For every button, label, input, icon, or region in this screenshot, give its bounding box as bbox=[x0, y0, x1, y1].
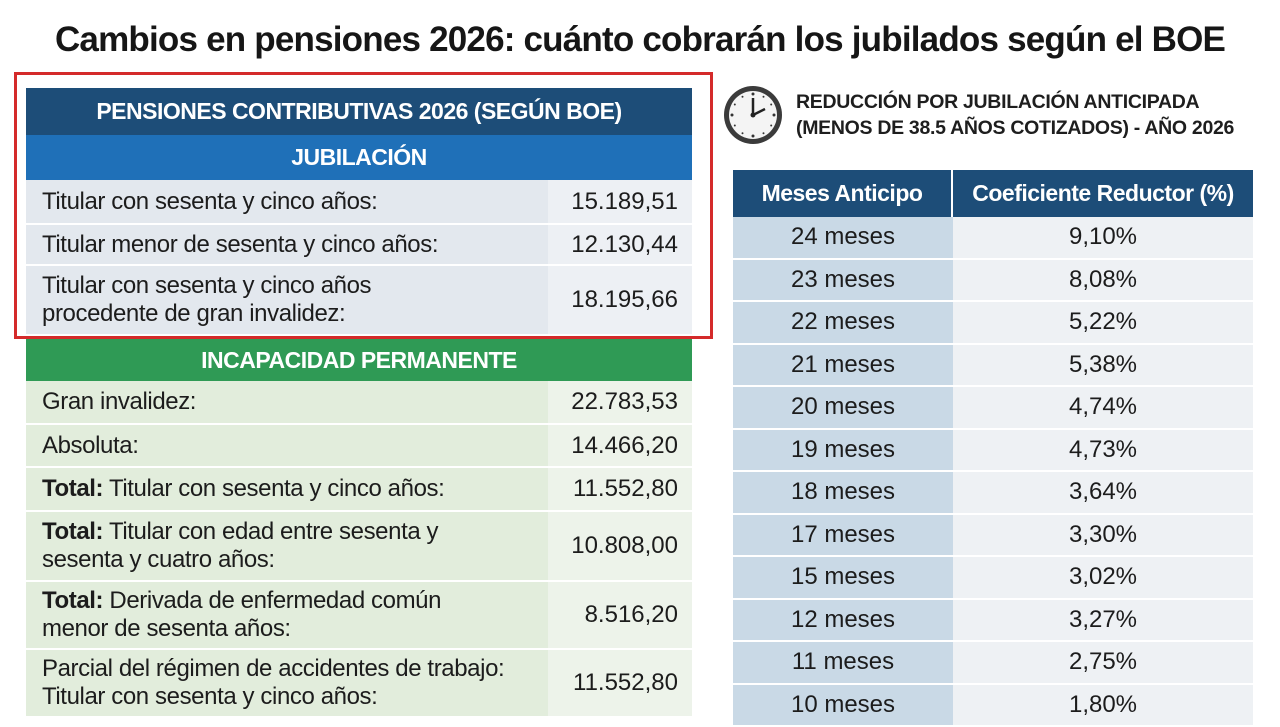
row-value: 22.783,53 bbox=[548, 381, 692, 423]
row-label-text: Titular con edad entre sesenta y bbox=[103, 518, 438, 545]
coeficiente-cell: 3,30% bbox=[953, 515, 1253, 556]
coeficiente-cell: 5,38% bbox=[953, 345, 1253, 386]
row-label: Gran invalidez: bbox=[26, 381, 548, 423]
row-value: 12.130,44 bbox=[548, 225, 692, 264]
coeficiente-cell: 3,64% bbox=[953, 472, 1253, 513]
meses-cell: 18 meses bbox=[733, 472, 953, 513]
table-row: Parcial del régimen de accidentes de tra… bbox=[26, 650, 692, 718]
coeficiente-cell: 9,10% bbox=[953, 217, 1253, 258]
row-label-bold: Total: bbox=[42, 475, 103, 502]
table-row: Titular con sesenta y cinco años: 15.189,… bbox=[26, 180, 692, 225]
meses-cell: 21 meses bbox=[733, 345, 953, 386]
coeficiente-cell: 8,08% bbox=[953, 260, 1253, 301]
row-value: 14.466,20 bbox=[548, 425, 692, 466]
page-title: Cambios en pensiones 2026: cuánto cobrar… bbox=[0, 20, 1280, 60]
row-value: 8.516,20 bbox=[548, 582, 692, 648]
meses-cell: 12 meses bbox=[733, 600, 953, 641]
row-label-text: Absoluta: bbox=[42, 432, 138, 459]
column-header: Meses Anticipo bbox=[733, 170, 953, 217]
row-label-text: Titular con sesenta y cinco años: bbox=[103, 475, 444, 502]
incapacidad-header: INCAPACIDAD PERMANENTE bbox=[26, 339, 692, 381]
row-label: Titular con sesenta y cinco años: bbox=[26, 180, 548, 223]
row-label-text: Titular con sesenta y cinco años bbox=[42, 272, 371, 299]
table-row: Absoluta: 14.466,20 bbox=[26, 425, 692, 468]
row-label-text-2: procedente de gran invalidez: bbox=[42, 300, 532, 328]
coeficiente-cell: 1,80% bbox=[953, 685, 1253, 726]
column-header: Coeficiente Reductor (%) bbox=[953, 170, 1253, 217]
coeficiente-cell: 3,02% bbox=[953, 557, 1253, 598]
meses-cell: 19 meses bbox=[733, 430, 953, 471]
coeficiente-cell: 4,74% bbox=[953, 387, 1253, 428]
table-row: Titular menor de sesenta y cinco años: 12… bbox=[26, 225, 692, 266]
row-label-text: Gran invalidez: bbox=[42, 388, 196, 415]
meses-cell: 24 meses bbox=[733, 217, 953, 258]
reduccion-table: Meses Anticipo Coeficiente Reductor (%) … bbox=[733, 170, 1253, 727]
meses-cell: 10 meses bbox=[733, 685, 953, 726]
row-value: 18.195,66 bbox=[548, 266, 692, 334]
row-label: Parcial del régimen de accidentes de tra… bbox=[26, 650, 548, 716]
row-label-text: Derivada de enfermedad común bbox=[103, 587, 441, 614]
row-value: 10.808,00 bbox=[548, 512, 692, 580]
row-label-text: Titular menor de sesenta y cinco años: bbox=[42, 231, 438, 258]
meses-cell: 15 meses bbox=[733, 557, 953, 598]
row-value: 11.552,80 bbox=[548, 650, 692, 716]
row-label: Total: Titular con sesenta y cinco años: bbox=[26, 468, 548, 510]
meses-cell: 20 meses bbox=[733, 387, 953, 428]
coeficiente-cell: 4,73% bbox=[953, 430, 1253, 471]
coeficiente-cell: 2,75% bbox=[953, 642, 1253, 683]
row-label-text-2: menor de sesenta años: bbox=[42, 615, 532, 643]
row-value: 15.189,51 bbox=[548, 180, 692, 223]
coeficiente-cell: 5,22% bbox=[953, 302, 1253, 343]
row-label-bold: Total: bbox=[42, 587, 103, 614]
meses-cell: 22 meses bbox=[733, 302, 953, 343]
reduccion-heading: REDUCCIÓN POR JUBILACIÓN ANTICIPADA (MEN… bbox=[722, 84, 1234, 146]
row-label: Absoluta: bbox=[26, 425, 548, 466]
reduccion-title-line2: (MENOS DE 38.5 AÑOS COTIZADOS) - AÑO 202… bbox=[796, 115, 1234, 141]
reduccion-table-header: Meses Anticipo Coeficiente Reductor (%) bbox=[733, 170, 1253, 217]
meses-cell: 17 meses bbox=[733, 515, 953, 556]
table-row: Gran invalidez: 22.783,53 bbox=[26, 381, 692, 425]
row-label-bold: Total: bbox=[42, 518, 103, 545]
table-header: PENSIONES CONTRIBUTIVAS 2026 (SEGÚN BOE) bbox=[26, 88, 692, 135]
row-label-text-2: sesenta y cuatro años: bbox=[42, 546, 532, 574]
row-label-text: Titular con sesenta y cinco años: bbox=[42, 188, 377, 215]
row-label: Titular menor de sesenta y cinco años: bbox=[26, 225, 548, 264]
row-label-text-2: Titular con sesenta y cinco años: bbox=[42, 683, 532, 711]
coeficiente-cell: 3,27% bbox=[953, 600, 1253, 641]
reduccion-title-line1: REDUCCIÓN POR JUBILACIÓN ANTICIPADA bbox=[796, 89, 1234, 115]
clock-icon bbox=[722, 84, 784, 146]
row-label-text: Parcial del régimen de accidentes de tra… bbox=[42, 655, 504, 682]
table-row: Total: Titular con sesenta y cinco años:… bbox=[26, 468, 692, 512]
meses-cell: 23 meses bbox=[733, 260, 953, 301]
row-value: 11.552,80 bbox=[548, 468, 692, 510]
pensiones-table: PENSIONES CONTRIBUTIVAS 2026 (SEGÚN BOE)… bbox=[26, 88, 692, 718]
jubilacion-header: JUBILACIÓN bbox=[26, 135, 692, 180]
meses-cell: 11 meses bbox=[733, 642, 953, 683]
